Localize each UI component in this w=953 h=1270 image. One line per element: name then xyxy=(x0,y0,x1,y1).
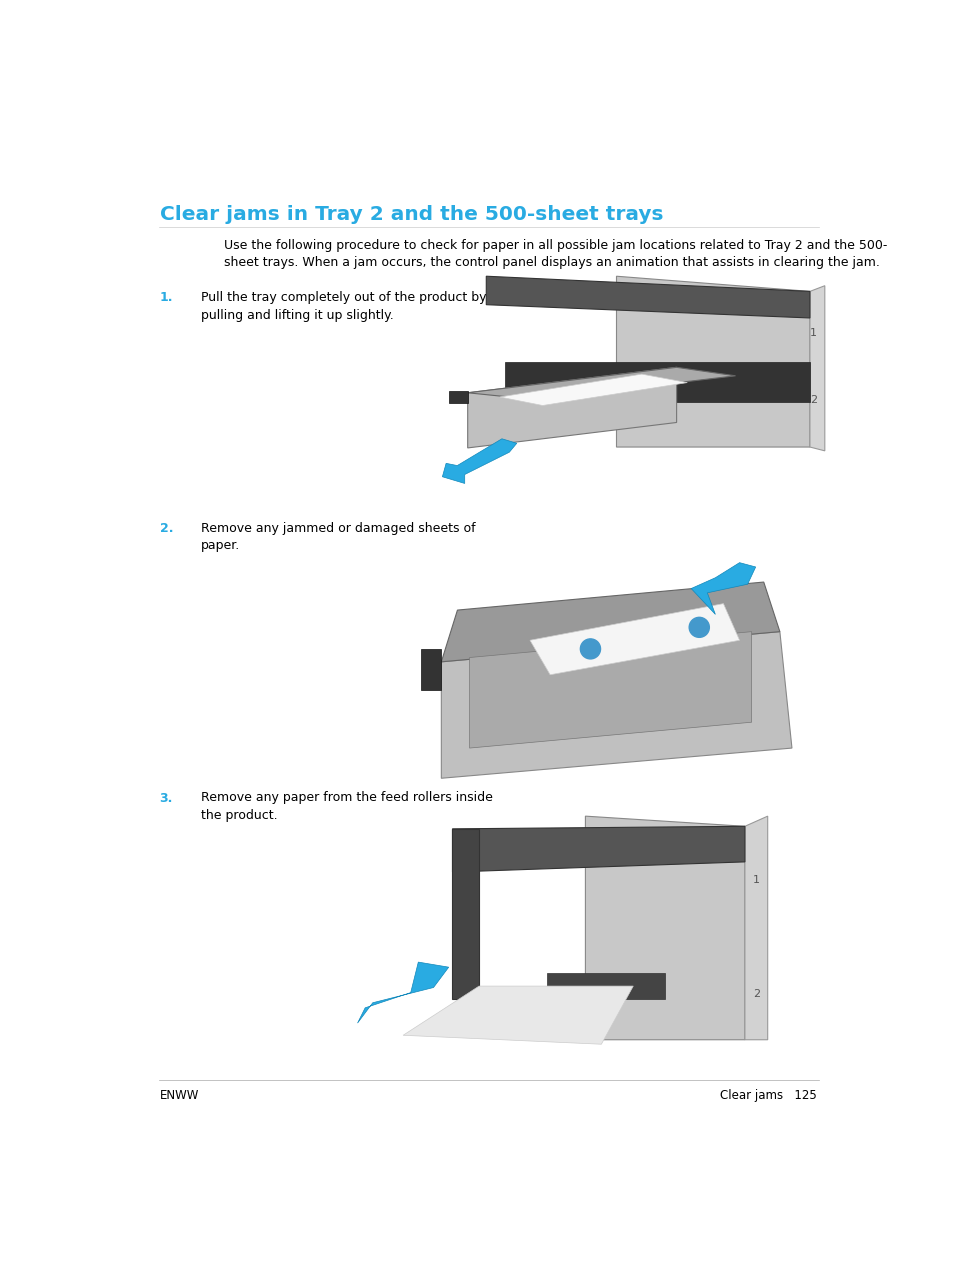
Polygon shape xyxy=(467,367,676,448)
Text: Remove any jammed or damaged sheets of
paper.: Remove any jammed or damaged sheets of p… xyxy=(200,522,475,552)
Polygon shape xyxy=(441,631,791,779)
Text: 2.: 2. xyxy=(159,522,172,535)
Polygon shape xyxy=(357,963,448,1024)
Polygon shape xyxy=(504,362,809,401)
Polygon shape xyxy=(547,973,664,999)
Text: Clear jams in Tray 2 and the 500-sheet trays: Clear jams in Tray 2 and the 500-sheet t… xyxy=(159,204,662,224)
Polygon shape xyxy=(469,631,751,748)
Polygon shape xyxy=(420,649,441,690)
Polygon shape xyxy=(403,986,633,1044)
Text: 1: 1 xyxy=(809,328,817,338)
Polygon shape xyxy=(467,367,735,400)
Polygon shape xyxy=(809,286,824,451)
Polygon shape xyxy=(616,276,809,447)
Polygon shape xyxy=(452,827,744,872)
Text: 3.: 3. xyxy=(159,791,172,804)
Polygon shape xyxy=(449,391,467,403)
Polygon shape xyxy=(441,582,779,662)
Circle shape xyxy=(579,639,599,659)
Text: 1: 1 xyxy=(752,875,759,885)
Text: Use the following procedure to check for paper in all possible jam locations rel: Use the following procedure to check for… xyxy=(224,239,886,269)
Polygon shape xyxy=(585,817,744,1040)
Circle shape xyxy=(688,617,709,638)
Text: Remove any paper from the feed rollers inside
the product.: Remove any paper from the feed rollers i… xyxy=(200,791,492,822)
Polygon shape xyxy=(744,817,767,1040)
Text: 1.: 1. xyxy=(159,291,172,304)
Polygon shape xyxy=(486,276,809,318)
Polygon shape xyxy=(442,438,517,484)
Text: Clear jams   125: Clear jams 125 xyxy=(720,1090,816,1102)
Text: Pull the tray completely out of the product by
pulling and lifting it up slightl: Pull the tray completely out of the prod… xyxy=(200,291,486,321)
Polygon shape xyxy=(452,829,478,999)
Polygon shape xyxy=(530,603,739,674)
Polygon shape xyxy=(499,375,686,405)
Text: 2: 2 xyxy=(752,989,760,999)
Text: 2: 2 xyxy=(809,395,817,405)
Text: ENWW: ENWW xyxy=(159,1090,199,1102)
Polygon shape xyxy=(691,563,755,615)
